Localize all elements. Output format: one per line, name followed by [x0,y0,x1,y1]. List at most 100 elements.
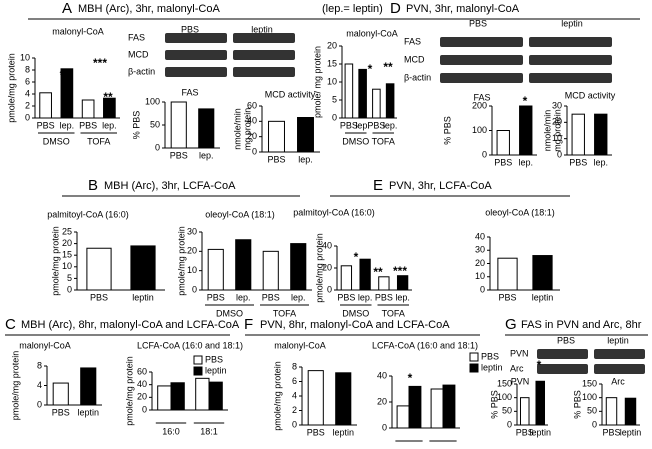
x-tick-label: PBS [37,120,55,130]
chart: 0 2 4 6 8 malonyl-CoA pmole/mg protein PBS lepti… [272,340,357,437]
y-tick-label: 4 [292,390,297,400]
panel-rules [5,18,648,336]
panel-letter: G [505,316,517,333]
y-tick-label: 0 [480,284,485,294]
legend-swatch [469,352,479,362]
y-tick-label: 40 [377,370,387,380]
bar [262,250,279,291]
blot-row: MCD [128,49,149,59]
panel-letter: D [390,0,401,17]
chart-title: oleoyl-CoA (18:1) [485,207,555,217]
y-tick-label: 40 [247,116,257,126]
significance: *** [93,56,107,70]
x-tick-label: PBS [267,154,285,164]
blot-band [440,55,523,65]
y-tick-label: 10 [20,52,30,62]
significance: *** [393,264,407,278]
blot-band [233,33,295,43]
y-tick-label: 15 [327,58,337,68]
y-tick-label: 8 [25,64,30,74]
y-tick-label: 30 [552,100,562,110]
bar [519,397,530,426]
panel-title: MBH (Arc), 8hr, malonyl-CoA and LCFA-CoA [21,319,240,331]
y-tick-label: 0 [155,142,160,152]
bar [170,101,187,149]
group-label: TOFA [273,308,296,318]
y-axis-label: nmole/min [542,110,552,152]
blot-band [165,50,227,60]
legend-label: leptin [481,362,503,372]
blot-column: PBS [181,24,199,34]
blot-band [165,67,227,77]
y-axis-label: % PBS [442,116,452,145]
x-tick-label: 16:0 [162,426,180,436]
significance: ** [373,265,383,279]
blot-band [594,349,645,359]
note: (lep.= leptin) [322,3,383,15]
panel-title: PVN, 8hr, malonyl-CoA and LCFA-CoA [260,319,450,331]
y-axis-label: pmole/mg protein [176,226,186,296]
x-tick-label: lep. [395,292,410,302]
bar [408,385,422,429]
chart-title: LCFA-CoA (16:0 and 18:1) [137,340,243,350]
y-tick-label: 0 [192,284,197,294]
y-tick-label: 20 [552,117,562,127]
y-tick-label: 0 [507,419,512,429]
y-tick-label: 4 [25,88,30,98]
blot-row: β-actin [404,72,431,82]
chart-title: palmitoyl-CoA (16:0) [293,207,375,217]
chart-title: Arc [611,376,625,386]
significance: * [523,94,528,108]
y-tick-label: 0 [327,284,332,294]
significance: * [60,68,65,82]
bar [340,265,353,291]
x-tick-label: lep. [102,120,117,130]
y-axis-label: % PBS [489,390,499,419]
x-tick-label: leptin [532,292,554,302]
chart-title: PVN [511,376,530,386]
y-axis-label: pmole/mg protein [50,226,60,296]
chart-title: MCD activity [565,90,616,100]
y-tick-label: 20 [137,392,147,402]
x-tick-label: PBS [498,292,516,302]
group-label: DMSO [342,136,369,146]
significance: * [368,62,373,76]
bar [198,108,215,149]
y-tick-label: 0 [557,149,562,159]
y-tick-label: 150 [582,378,597,388]
y-tick-label: 20 [327,40,337,50]
blot-row: FAS [128,32,145,42]
y-tick-label: 0 [292,419,297,429]
y-tick-label: 100 [582,392,597,402]
group-label: TOFA [372,136,395,146]
bar [60,68,74,119]
y-tick-label: 200 [472,100,487,110]
y-tick-label: 4 [37,380,42,390]
bar [372,88,381,119]
y-tick-label: 0 [382,422,387,432]
y-tick-label: 6 [292,376,297,386]
bar [358,68,367,119]
x-tick-label: PBS [494,157,512,167]
chart-title: oleoyl-CoA (18:1) [205,209,275,219]
bar [80,367,97,406]
x-tick-label: PBS [516,427,534,437]
y-tick-label: 30 [475,245,485,255]
bar [235,239,252,291]
y-axis-label: pmole/mg protein [124,356,134,426]
bar [103,97,116,119]
x-tick-label: PBS [340,120,358,130]
bar [535,380,546,426]
x-tick-label: PBS [337,292,355,302]
bar [157,385,172,411]
x-tick-label: PBS [90,292,108,302]
chart-title: malonyl-CoA [274,340,326,350]
group-label: DMSO [43,136,70,146]
blot-column: leptin [251,24,273,34]
significance: * [537,358,542,372]
x-tick-label: lep. [60,120,75,130]
y-tick-label: 0 [25,112,30,122]
